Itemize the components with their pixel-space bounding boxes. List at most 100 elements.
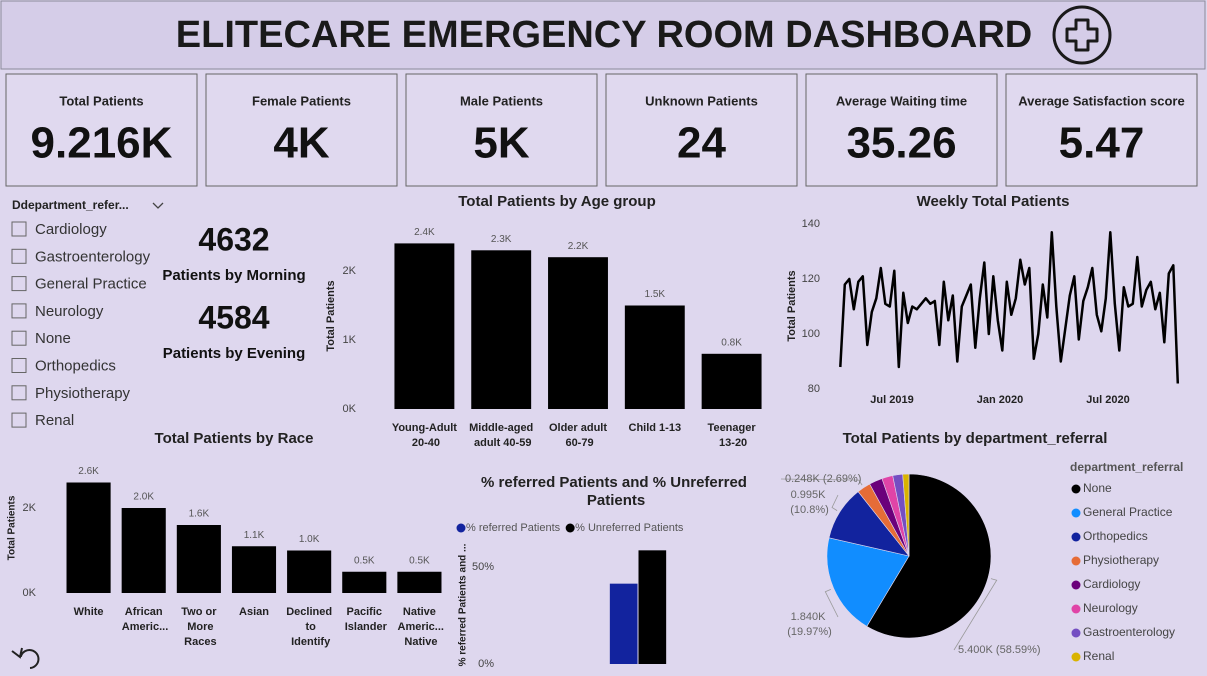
legend-marker [565,523,575,533]
kpi-card [405,73,598,187]
slicer-item: Cardiology [35,221,107,238]
value-label: 0.248K (2.69%) [785,473,861,485]
kpi-value: 4K [273,119,329,168]
slicer-checkbox[interactable] [11,385,27,401]
legend-label: None [1083,481,1112,495]
slicer-item: Neurology [35,303,104,320]
back-button[interactable] [11,647,40,669]
bar [609,583,638,664]
kpi-label: Total Patients [59,93,143,108]
legend-label: % Unreferred Patients [575,522,684,534]
kpi-label: Average Waiting time [836,93,967,108]
legend-label: Cardiology [1083,577,1140,591]
kpi-label: Average Satisfaction score [1018,93,1184,108]
x-tick-label: Two or More Races [181,606,217,648]
pie-slice [866,473,992,639]
legend-label: Renal [1083,649,1114,663]
slicer-checkbox[interactable] [11,412,27,428]
shift-label: Patients by Evening [163,345,306,362]
leader-line [953,578,998,651]
bar [701,353,762,409]
y-tick-label: 2K [343,265,357,277]
chart-title: Total Patients by Race [155,430,314,447]
slicer: Ddepartment_refer... Cardiology Gastroent… [11,198,164,429]
legend-marker [1071,532,1081,542]
bar [176,525,221,593]
x-tick-label: Older adult 60-79 [549,422,607,449]
slicer-checkbox[interactable] [11,358,27,373]
slicer-checkbox[interactable] [11,303,27,319]
kpi-card [5,73,198,187]
y-tick-label: 0K [343,403,357,415]
value-label: 2.3K [491,234,512,245]
value-label: 1.840K (19.97%) [784,611,832,638]
leader-line [831,494,839,511]
bar [66,482,111,593]
legend-label: % referred Patients [466,522,561,534]
chart-title: Weekly Total Patients [917,193,1070,210]
medical-icon [1052,5,1112,65]
leader-line [780,478,863,486]
shift-value: 4584 [198,299,269,335]
x-tick-label: African Americ... [119,606,168,633]
slicer-chevron[interactable] [152,202,164,209]
slicer-item: Physiotherapy [35,385,131,402]
value-label: 2.2K [568,241,589,252]
charts: 0K 1K 2K Total Patients 2.4K Young-Adult 20-4… [7,193,1184,670]
kpi-label: Male Patients [460,93,543,108]
legend-label: Neurology [1083,601,1138,615]
kpi-value: 35.26 [846,119,956,168]
y-tick-label: 80 [808,383,820,395]
kpi-card [605,73,798,187]
kpi-value: 5.47 [1059,119,1145,168]
chart-title: Total Patients by department_referral [843,430,1108,447]
kpi-label: Female Patients [252,93,351,108]
header-bar [0,0,1206,70]
value-label: 1.0K [299,534,320,545]
x-tick-label: Native Americ... Native [395,606,444,648]
legend-label: Orthopedics [1083,529,1148,543]
x-tick-label: Pacific Islander [342,606,388,633]
x-tick-label: Teenager 13-20 [708,422,757,449]
leader-line [824,589,839,618]
kpi-card [205,73,398,187]
x-tick-label: Declined to Identify [286,606,332,648]
bar [231,546,277,593]
slicer-title: Ddepartment_refer... [12,198,129,212]
x-tick-label: White [74,606,104,618]
value-label: 2.4K [414,227,435,238]
value-label: 0.5K [354,555,375,566]
y-tick-label: 0% [478,658,494,670]
slicer-item: Gastroenterology [35,248,151,265]
legend-marker [1071,580,1081,590]
legend-marker [1071,628,1081,638]
slicer-checkbox[interactable] [11,276,27,292]
y-tick-label: 120 [802,273,820,285]
slicer-checkbox[interactable] [11,248,27,264]
value-label: 2.6K [78,466,99,477]
legend-marker [1071,604,1081,614]
shift-label: Patients by Morning [162,267,305,284]
legend-title: department_referral [1070,460,1183,474]
bar [638,550,667,664]
shift-cards: 4632 Patients by Morning 4584 Patients b… [162,221,305,362]
slicer-item: Renal [35,412,74,429]
value-label: 5.400K (58.59%) [958,644,1041,656]
y-tick-label: 140 [802,218,820,230]
pie-slice [902,473,910,557]
legend-label: Physiotherapy [1083,553,1159,567]
x-tick-label: Middle-aged adult 40-59 [469,422,533,449]
value-label: 0.8K [721,337,742,348]
kpi-card [805,73,998,187]
bar [394,243,455,409]
x-tick-label: Jul 2019 [870,394,913,406]
slicer-checkbox[interactable] [11,330,27,346]
slicer-checkbox[interactable] [11,221,27,237]
legend-label: General Practice [1083,505,1173,519]
x-tick-label: Young-Adult 20-40 [392,422,457,449]
value-label: 0.995K (10.8%) [787,489,829,516]
slicer-item: None [35,330,71,347]
pie-slice [826,537,910,627]
legend-marker [1071,484,1081,494]
